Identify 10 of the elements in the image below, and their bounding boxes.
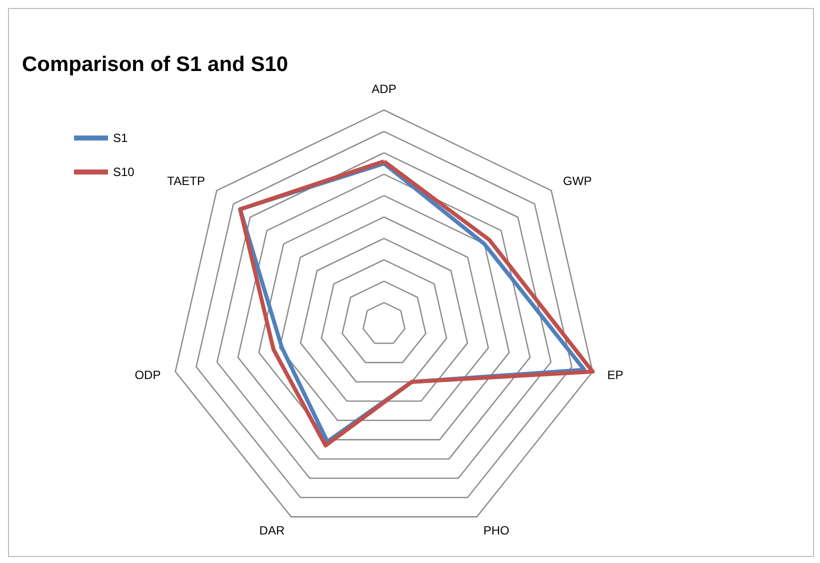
spoke-label: DAR: [259, 523, 285, 538]
spoke-label: TAETP: [167, 174, 205, 188]
spoke-label: EP: [607, 368, 624, 382]
spoke-label: PHO: [483, 523, 510, 538]
legend-label: S10: [113, 165, 135, 179]
spoke-label: ADP: [372, 82, 396, 96]
legend-label: S1: [113, 131, 128, 145]
chart-title: Comparison of S1 and S10: [22, 53, 288, 76]
spoke-label: ODP: [134, 368, 161, 382]
spoke-label: GWP: [563, 174, 592, 188]
